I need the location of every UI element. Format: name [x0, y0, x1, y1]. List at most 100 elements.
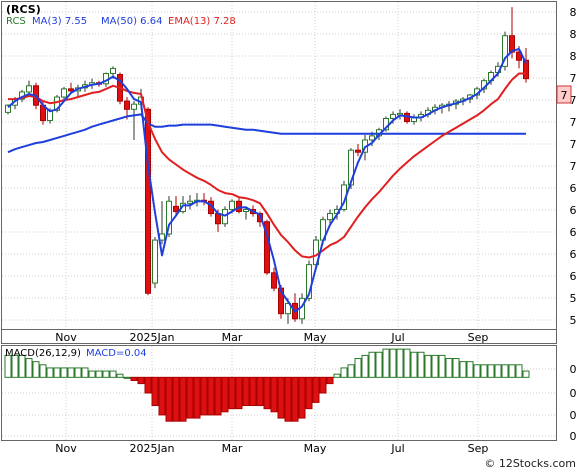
macd-bar: [18, 354, 26, 378]
price-y-tick-label: 7: [570, 94, 577, 107]
macd-bar: [501, 364, 509, 378]
macd-bar: [53, 367, 61, 378]
candle-body: [229, 200, 235, 210]
price-x-tick-label: Sep: [468, 331, 489, 344]
macd-bar: [480, 364, 488, 378]
macd-legend-entry: MACD=0.04: [86, 348, 147, 359]
legend-entry: MA(50) 6.64: [101, 16, 162, 27]
candle-body: [271, 272, 277, 289]
price-y-tick-label: 6: [570, 182, 577, 195]
legend-entry: RCS: [6, 16, 26, 27]
price-y-tick-label: 7: [570, 160, 577, 173]
macd-y-tick-label: 0: [570, 363, 577, 376]
macd-bar: [137, 376, 145, 385]
price-x-axis: Nov 2025Jan Mar May Jul Sep: [55, 331, 488, 344]
candle-body: [131, 103, 137, 110]
chart-title: (RCS): [6, 3, 41, 16]
price-y-tick-label: 6: [570, 270, 577, 283]
last-price-label: 7: [561, 89, 568, 102]
macd-bar: [396, 348, 404, 378]
macd-bar: [186, 376, 194, 419]
candle-body: [68, 88, 74, 92]
macd-bar: [487, 364, 495, 378]
macd-bar: [452, 358, 460, 378]
macd-title: MACD(26,12,9): [5, 348, 81, 359]
price-y-tick-label: 8: [570, 50, 577, 63]
legend-entry: MA(3) 7.55: [32, 16, 87, 27]
macd-bar: [207, 376, 215, 416]
candle-body: [152, 239, 158, 284]
macd-bar: [179, 376, 187, 422]
macd-bar: [109, 370, 117, 378]
macd-y-axis: 0 0 0 0: [570, 363, 577, 443]
macd-bar: [445, 358, 453, 378]
footer-credit: © 12Stocks.com: [484, 457, 576, 470]
macd-y-tick-label: 0: [570, 409, 577, 422]
macd-bar: [39, 364, 47, 378]
macd-bar: [25, 358, 33, 378]
macd-bar: [200, 376, 208, 416]
macd-bar: [361, 354, 369, 378]
macd-bar: [130, 376, 138, 381]
macd-x-tick-label: 2025Jan: [130, 442, 175, 455]
macd-bar: [221, 376, 229, 413]
macd-bar: [235, 376, 243, 410]
macd-bar: [95, 370, 103, 378]
last-price-badge: [556, 85, 572, 104]
macd-bar: [382, 348, 390, 378]
price-y-tick-label: 5: [570, 292, 577, 305]
candle-body: [285, 302, 291, 315]
ema13-line: [8, 72, 526, 259]
macd-bar: [88, 370, 96, 378]
price-x-tick-label: 2025Jan: [130, 331, 175, 344]
macd-bar: [431, 354, 439, 378]
candle-body: [187, 200, 193, 204]
macd-bar: [389, 348, 397, 378]
macd-bar: [263, 376, 271, 410]
macd-histogram: [4, 348, 530, 422]
macd-bar: [298, 376, 306, 419]
macd-bar: [326, 376, 334, 385]
moving-average-lines: [7, 48, 527, 313]
macd-bar: [256, 376, 264, 407]
macd-y-tick-label: 0: [570, 387, 577, 400]
macd-x-tick-label: Nov: [55, 442, 77, 455]
macd-bar: [375, 351, 383, 378]
candle-body: [369, 135, 375, 141]
macd-bar: [347, 364, 355, 378]
macd-bar: [165, 376, 173, 422]
macd-bar: [515, 364, 523, 378]
candle-body: [523, 59, 529, 80]
ma50-line: [7, 113, 526, 154]
macd-bar: [277, 376, 285, 419]
candle-body: [390, 113, 396, 119]
macd-bar: [46, 367, 54, 378]
candle-body: [124, 100, 130, 110]
candle-body: [243, 208, 249, 212]
price-y-tick-label: 7: [570, 116, 577, 129]
macd-bar: [508, 364, 516, 378]
macd-bar: [67, 367, 75, 378]
price-y-tick-label: 7: [570, 138, 577, 151]
macd-x-tick-label: May: [304, 442, 327, 455]
macd-bar: [11, 354, 19, 378]
macd-bar: [340, 367, 348, 378]
price-y-tick-label: 7: [570, 72, 577, 85]
macd-y-tick-label: 0: [570, 430, 577, 443]
candle-body: [61, 88, 67, 98]
price-legend: RCS MA(3) 7.55 MA(50) 6.64 EMA(13) 7.28: [6, 16, 236, 27]
macd-bar: [249, 376, 257, 407]
macd-bar: [466, 361, 474, 378]
macd-bar: [438, 354, 446, 378]
ma3-line: [7, 48, 527, 313]
macd-bar: [522, 370, 530, 378]
macd-bar: [270, 376, 278, 413]
macd-bar: [193, 376, 201, 419]
price-grid: [2, 2, 556, 329]
price-y-tick-label: 6: [570, 248, 577, 261]
macd-bar: [459, 361, 467, 378]
macd-x-tick-label: Mar: [222, 442, 243, 455]
macd-bar: [151, 376, 159, 407]
